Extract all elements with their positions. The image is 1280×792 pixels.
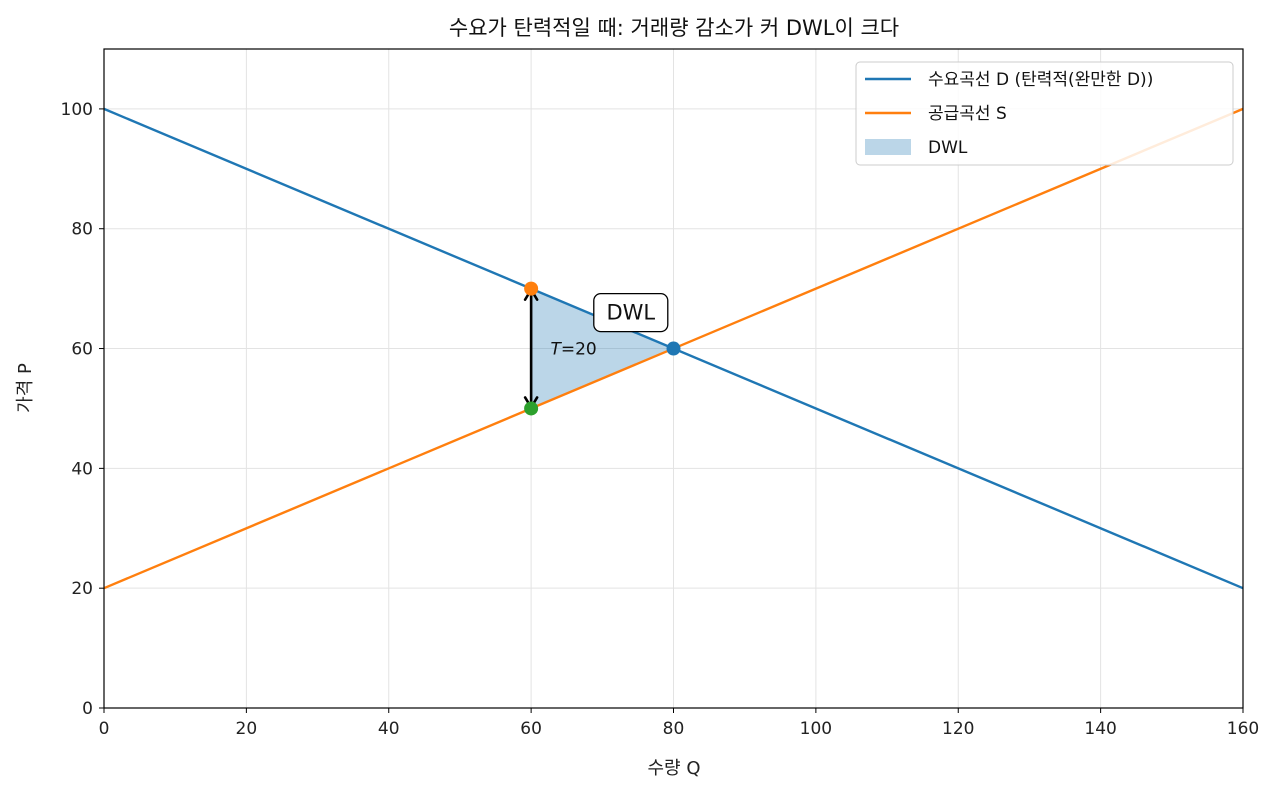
chart-title: 수요가 탄력적일 때: 거래량 감소가 커 DWL이 크다 [449, 16, 899, 40]
y-tick-label: 80 [71, 220, 93, 240]
legend-label-supply: 공급곡선 S [928, 104, 1007, 124]
legend: 수요곡선 D (탄력적(완만한 D)) 공급곡선 S DWL [855, 61, 1234, 166]
x-tick-label: 20 [236, 719, 258, 739]
legend-swatch-dwl [865, 139, 911, 155]
legend-label-dwl: DWL [928, 138, 968, 158]
dwl-annotation-box [593, 292, 669, 333]
data-point [524, 401, 539, 416]
dwl-area [531, 288, 674, 409]
legend-frame [855, 61, 1234, 166]
tax-symbol: T [550, 340, 562, 360]
y-tick-label: 20 [71, 579, 93, 599]
legend-label-demand: 수요곡선 D (탄력적(완만한 D)) [928, 70, 1153, 90]
dwl-area-layer [531, 288, 674, 409]
x-tick-label: 160 [1227, 719, 1259, 739]
x-tick-label: 0 [99, 719, 110, 739]
x-tick-label: 60 [520, 719, 542, 739]
x-tick-label: 40 [378, 719, 400, 739]
x-tick-label: 140 [1084, 719, 1116, 739]
y-tick-label: 100 [61, 100, 93, 120]
points-layer [524, 281, 681, 416]
x-axis-title: 수량 Q [647, 758, 700, 779]
x-tick-label: 100 [800, 719, 832, 739]
data-point [666, 341, 681, 356]
data-point [524, 281, 539, 296]
x-tick-label: 120 [942, 719, 974, 739]
dwl-annotation-label: DWL [606, 301, 655, 325]
tax-label: T=20 [550, 340, 596, 360]
y-tick-label: 40 [71, 459, 93, 479]
tax-value: =20 [561, 340, 597, 360]
annotations: DWL T=20 [550, 292, 669, 360]
x-tick-label: 80 [663, 719, 685, 739]
y-tick-label: 0 [82, 699, 93, 719]
y-tick-label: 60 [71, 340, 93, 360]
ticks: 0 20 40 60 80 100 120 140 160 0 20 40 60 80 100 [61, 100, 1260, 739]
y-axis-title: 가격 P [15, 363, 36, 413]
